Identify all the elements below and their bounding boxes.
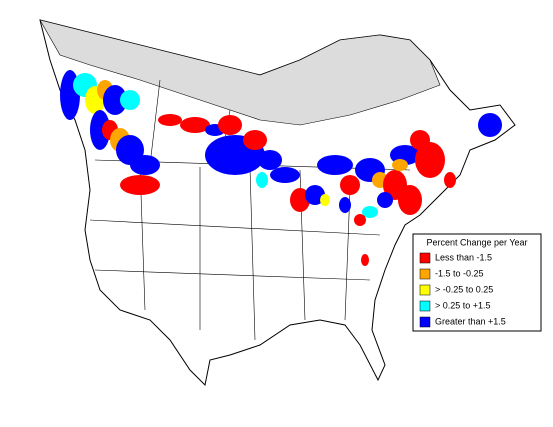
trend-area (361, 254, 369, 266)
trend-area (243, 130, 267, 150)
legend-title: Percent Change per Year (426, 237, 527, 247)
legend-swatch (419, 300, 431, 312)
trend-area (258, 150, 282, 170)
legend-box (412, 233, 542, 332)
legend-label: Greater than +1.5 (435, 316, 506, 326)
legend-label: Less than -1.5 (435, 252, 492, 262)
trend-area (130, 155, 160, 175)
trend-area (444, 172, 456, 188)
trend-area (398, 185, 422, 215)
legend-swatch (419, 252, 431, 264)
trend-area (180, 117, 210, 133)
legend-label: -1.5 to -0.25 (435, 268, 484, 278)
trend-area (415, 142, 445, 178)
legend-items: Less than -1.5 -1.5 to -0.25 > -0.25 to 0.… (419, 252, 506, 328)
trend-area (158, 114, 182, 126)
trend-area (103, 85, 127, 115)
trend-area (320, 194, 330, 206)
trend-area (120, 90, 140, 110)
trend-area (290, 188, 310, 212)
trend-area (120, 175, 160, 195)
legend-label: > -0.25 to 0.25 (435, 284, 493, 294)
trend-area (410, 130, 430, 150)
legend-swatch (419, 316, 431, 328)
trend-area (340, 175, 360, 195)
trend-areas (60, 70, 502, 266)
legend-label: > 0.25 to +1.5 (435, 300, 491, 310)
legend: Percent Change per Year Less than -1.5 -1… (412, 233, 542, 332)
trend-area (339, 197, 351, 213)
trend-area (377, 192, 393, 208)
trend-area (478, 113, 502, 137)
trend-area (270, 167, 300, 183)
trend-area (317, 155, 353, 175)
trend-area (354, 214, 366, 226)
legend-swatch (419, 284, 431, 296)
trend-area (256, 172, 268, 188)
trend-area (90, 110, 110, 150)
trend-area (392, 159, 408, 171)
trend-area (362, 206, 378, 218)
legend-swatch (419, 268, 431, 280)
no-data-region (39, 19, 441, 126)
trend-area (218, 115, 242, 135)
